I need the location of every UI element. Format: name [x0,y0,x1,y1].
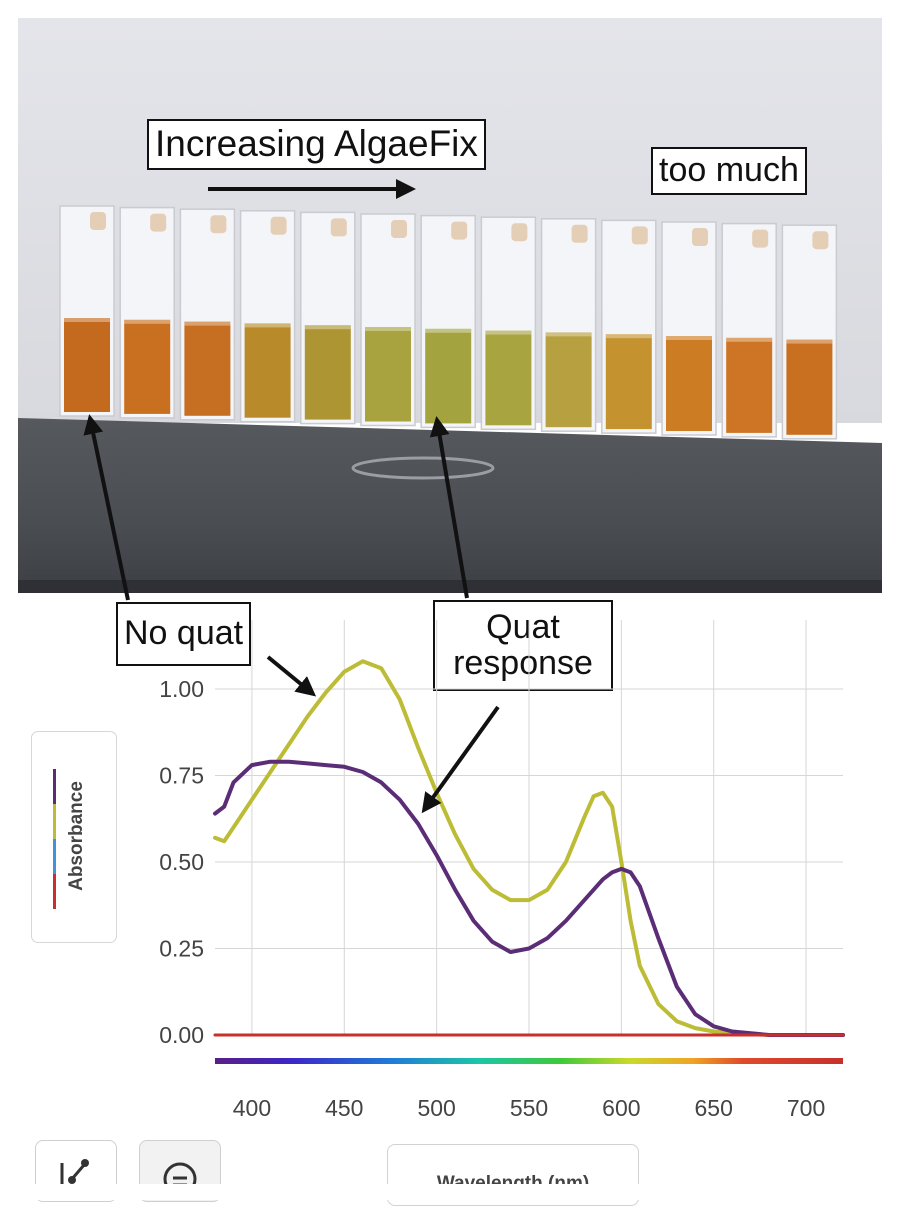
cuvette-liquid [425,328,472,424]
cuvette-meniscus [726,337,773,342]
y-tick-label: 0.50 [159,849,204,875]
cuvette [480,216,537,431]
cuvette-cap-reflection [90,212,106,230]
cuvette-cap-reflection [210,215,227,234]
cuvette [661,221,717,436]
chart-grid [215,620,843,1036]
cuvette [420,214,476,429]
cuvette-liquid [304,325,351,420]
cuvette-liquid [666,336,712,431]
y-tick-label: 0.00 [159,1022,204,1048]
cuvette-liquid [726,337,773,433]
cuvette-meniscus [64,318,110,322]
cuvette [179,208,236,421]
x-tick-label: 550 [510,1095,548,1121]
cuvette [239,210,296,423]
legend-swatch-quat [53,769,56,804]
x-tick-label: 500 [417,1095,455,1121]
cuvette-meniscus [304,325,351,330]
cuvette-liquid [605,334,652,430]
no-quat-series-line [213,659,845,1037]
cuvette-meniscus [124,319,171,324]
no-quat-photo-arrow [83,414,130,601]
x-tick-label: 700 [787,1095,825,1121]
quat-curve-arrow [421,705,500,814]
no-quat-curve-arrow [266,655,317,697]
cuvette-liquid [244,323,291,418]
legend-swatch-no-quat [53,804,56,839]
cuvette-liquid [124,319,171,414]
cuvette-cap-reflection [631,226,648,245]
cuvette-cap-reflection [511,223,528,242]
cuvette [601,219,657,434]
cuvette-cap-reflection [692,228,708,246]
legend-swatch-red [53,874,56,909]
legend-card[interactable] [31,731,117,943]
cuvette-cap-reflection [812,231,829,250]
cuvette-liquid [64,318,110,412]
quat-photo-arrow [429,416,469,599]
cuvette-cap-reflection [391,220,407,238]
quat-series-line [213,759,845,1037]
cuvette-meniscus [184,321,231,326]
cuvette-photo-drawing [18,18,882,593]
cuvette-meniscus [244,323,291,328]
quat-response-label: Quat response [433,600,613,692]
y-tick-label: 1.00 [159,676,204,702]
cuvette-meniscus [545,332,592,337]
x-tick-label: 650 [695,1095,733,1121]
increasing-algaefix-label: Increasing AlgaeFix [147,119,486,170]
cuvette [119,206,175,419]
legend-swatches [53,769,56,909]
cuvette-cap-reflection [270,216,287,235]
cuvette-cap-reflection [150,213,167,232]
cuvette [540,218,597,432]
too-much-label: too much [651,147,807,195]
cuvette-meniscus [666,336,712,340]
cuvette-meniscus [786,339,833,344]
cuvette-photo [18,18,882,593]
cuvette [781,224,838,440]
legend-swatch-blue [53,839,56,874]
cuvette [360,213,416,427]
cuvette [59,205,115,417]
cuvette-cap-reflection [571,224,588,243]
x-tick-label: 600 [602,1095,640,1121]
cuvette-meniscus [485,330,532,335]
cuvette-liquid [365,327,411,422]
wavelength-spectrum-bar [215,1058,843,1064]
cuvette-liquid [184,321,231,416]
cuvette-liquid [485,330,532,426]
cuvette-meniscus [365,327,411,331]
cuvette [721,222,777,438]
y-tick-label: 0.75 [159,763,204,789]
cuvette [300,211,356,425]
cuvette-meniscus [605,334,652,339]
x-tick-label: 400 [233,1095,271,1121]
x-tick-label: 450 [325,1095,363,1121]
cuvette-liquid [786,339,833,435]
no-quat-label: No quat [116,602,252,666]
cuvette-cap-reflection [330,218,347,237]
bottom-edge [0,1184,901,1200]
cuvette-cap-reflection [752,229,769,248]
y-tick-label: 0.25 [159,936,204,962]
cuvette-liquid [545,332,592,428]
cuvette-meniscus [425,328,472,333]
cuvette-cap-reflection [451,221,468,240]
